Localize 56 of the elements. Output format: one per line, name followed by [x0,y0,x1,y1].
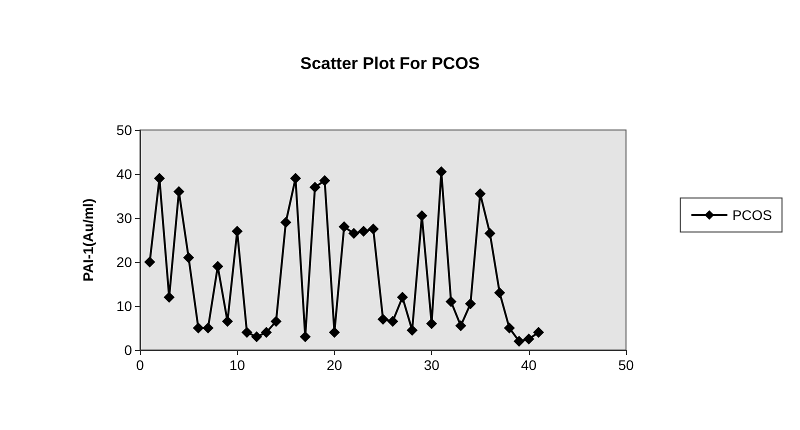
point [446,296,457,308]
point [378,314,388,325]
point [406,324,418,336]
y-tick-label: 40 [116,166,132,182]
x-tick-label: 40 [521,357,537,373]
point [164,292,175,303]
point [338,221,350,232]
point [270,316,282,327]
point [368,224,379,234]
point [222,316,233,327]
y-tick-label: 20 [116,254,132,270]
y-tick-label: 50 [116,122,132,138]
point [144,256,156,268]
point [387,316,398,327]
point [251,331,262,342]
point [514,336,525,347]
chart-title: Scatter Plot For PCOS [300,54,480,73]
y-tick-label: 0 [124,342,132,358]
point [416,210,428,222]
point [523,334,534,344]
point [309,182,320,193]
y-tick-label: 10 [116,298,132,314]
point [260,326,272,338]
point [396,292,408,303]
point [300,331,311,342]
x-tick-label: 0 [136,357,144,373]
point [533,326,544,338]
point [494,287,506,298]
point [212,260,224,272]
point [192,322,204,334]
point [484,228,496,239]
point [154,172,165,184]
point [426,318,438,330]
point [280,216,292,228]
point [319,175,330,186]
point [348,228,360,239]
y-axis-title: PAI-1(Au/ml) [80,198,96,282]
point [455,320,466,332]
x-tick-label: 50 [618,357,634,373]
point [232,226,243,237]
legend-label: PCOS [732,207,772,223]
point [464,298,476,310]
x-tick-label: 20 [326,357,342,373]
point [290,172,302,184]
point [183,252,194,264]
y-tick-label: 30 [116,210,132,226]
x-tick-label: 10 [229,357,246,373]
point [241,326,252,338]
point [474,188,486,200]
point [202,322,214,334]
point [436,166,447,178]
point [173,186,184,198]
point [358,226,370,237]
point [328,326,340,338]
point [504,322,515,334]
x-tick-label: 30 [424,357,440,373]
